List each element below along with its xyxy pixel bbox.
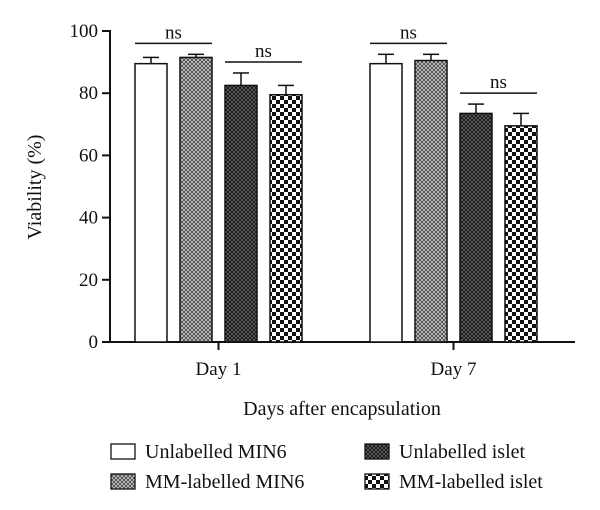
legend-swatch — [364, 473, 390, 490]
bar — [224, 84, 258, 343]
bar — [414, 59, 448, 343]
significance-label: ns — [165, 22, 182, 43]
bar — [459, 112, 493, 343]
significance-annotations: ns ns ns ns — [135, 22, 537, 94]
legend-swatch — [110, 443, 136, 460]
error-bars — [143, 53, 529, 126]
x-tick-label: Day 7 — [431, 359, 477, 380]
y-ticks: 0 20 40 60 80 100 — [70, 21, 110, 353]
y-tick-label: 60 — [79, 145, 98, 166]
bar — [269, 94, 303, 343]
significance-label: ns — [490, 72, 507, 93]
significance-label: ns — [255, 41, 272, 62]
x-ticks: Day 1 Day 7 — [196, 342, 477, 380]
legend-label: Unlabelled islet — [399, 441, 526, 463]
bar — [504, 125, 538, 343]
x-tick-label: Day 1 — [196, 359, 242, 380]
x-axis-label: Days after encapsulation — [243, 398, 441, 420]
y-tick-label: 40 — [79, 208, 98, 229]
bar — [179, 56, 213, 343]
legend-swatch — [110, 473, 136, 490]
legend-label: Unlabelled MIN6 — [145, 441, 287, 463]
legend-swatch — [364, 443, 390, 460]
y-tick-label: 0 — [89, 332, 99, 353]
y-axis-label-group: Viability (%) — [24, 135, 46, 240]
legend-label: MM-labelled MIN6 — [145, 471, 304, 493]
legend: Unlabelled MIN6 MM-labelled MIN6 Unlabelle… — [110, 441, 543, 493]
y-tick-label: 80 — [79, 83, 98, 104]
legend-label: MM-labelled islet — [399, 471, 543, 493]
y-axis-label: Viability (%) — [24, 135, 46, 240]
y-tick-label: 20 — [79, 270, 98, 291]
significance-label: ns — [400, 22, 417, 43]
bars — [134, 56, 538, 343]
y-tick-label: 100 — [70, 21, 99, 42]
bar — [134, 62, 168, 343]
bar — [369, 62, 403, 343]
